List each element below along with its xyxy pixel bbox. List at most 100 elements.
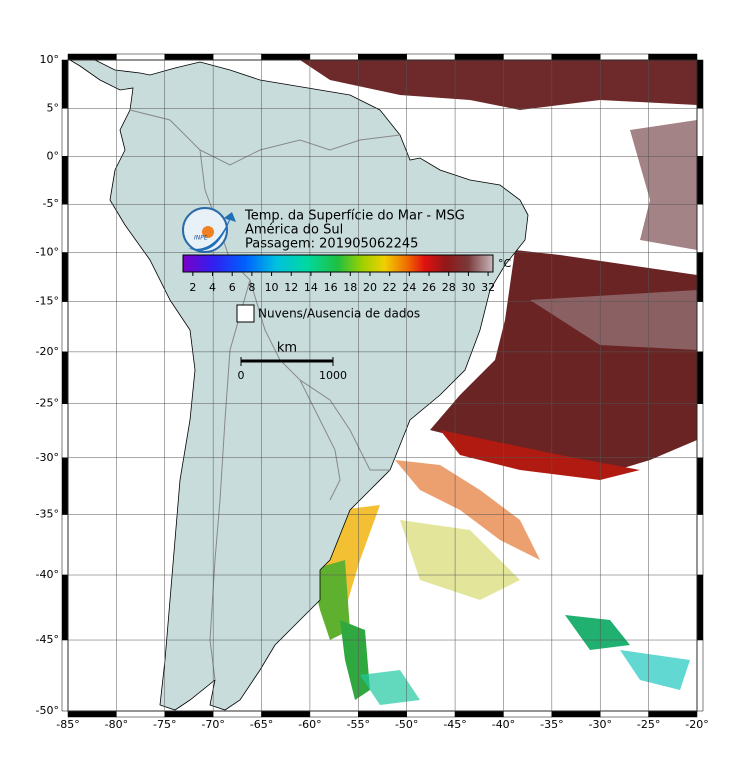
colorbar-tick-label: 12 [284, 281, 298, 294]
lon-tick-label: -20° [685, 718, 708, 731]
frame-bar [212, 710, 262, 718]
title-line: Passagem: 201905062245 [245, 237, 418, 252]
frame-bar [551, 53, 601, 61]
frame-bar [116, 53, 166, 61]
colorbar-unit: °C [498, 257, 512, 270]
logo-text: INPE [194, 235, 208, 242]
sst-patch [440, 430, 640, 480]
lon-tick-label: -85° [56, 718, 79, 731]
frame-bar [61, 403, 69, 459]
lat-tick-label: -50° [36, 704, 59, 717]
frame-bar [696, 301, 704, 353]
colorbar-tick-label: 14 [304, 281, 318, 294]
frame-bar [61, 59, 69, 109]
frame-bar [454, 53, 504, 61]
colorbar-tick-label: 32 [481, 281, 495, 294]
sst-patch [530, 290, 697, 350]
colorbar [182, 254, 494, 273]
scale-tick-label: 1000 [319, 369, 347, 382]
frame-bar [551, 710, 601, 718]
frame-bar [61, 252, 69, 302]
lon-tick-label: -60° [298, 718, 321, 731]
colorbar-tick-label: 8 [248, 281, 255, 294]
lat-tick-label: 10° [40, 53, 60, 66]
scale-tick-label: 0 [238, 369, 245, 382]
lat-tick-label: -45° [36, 633, 59, 646]
frame-bar [309, 53, 359, 61]
frame-bar [696, 403, 704, 459]
frame-bar [503, 53, 553, 61]
frame-bar [406, 53, 456, 61]
lat-tick-label: -5° [43, 197, 59, 210]
map-area [68, 60, 697, 711]
logo: INPE [182, 207, 236, 253]
frame-bar [61, 351, 69, 404]
frame-bar [696, 108, 704, 157]
colorbar-tick-label: 18 [343, 281, 357, 294]
frame-bar [61, 301, 69, 353]
colorbar-tick-label: 22 [383, 281, 397, 294]
colorbar-tick-label: 26 [422, 281, 436, 294]
lat-tick-label: -15° [36, 295, 59, 308]
frame-bar [696, 574, 704, 641]
frame-bar [212, 53, 262, 61]
frame-bar [648, 710, 698, 718]
frame-bar [67, 710, 117, 718]
lat-tick-label: -30° [36, 451, 59, 464]
lon-tick-label: -40° [492, 718, 515, 731]
title-line: Temp. da Superfície do Mar - MSG [244, 209, 465, 224]
frame-bar [61, 156, 69, 205]
colorbar-tick-label: 10 [265, 281, 279, 294]
colorbar-tick-label: 30 [461, 281, 475, 294]
lon-tick-label: -30° [588, 718, 611, 731]
graticule: -85° -80° -75° -70° -65° -60° -55° -50° -45° -40°… [36, 53, 709, 731]
lon-tick-label: -75° [153, 718, 176, 731]
frame-bar [648, 53, 698, 61]
lon-tick-label: -35° [540, 718, 563, 731]
frame [61, 53, 704, 718]
frame-bar [116, 710, 166, 718]
frame-bar [503, 710, 553, 718]
colorbar-tick-label: 2 [189, 281, 196, 294]
sst-patch [395, 460, 540, 560]
frame-bar [599, 710, 649, 718]
lat-tick-label: -10° [36, 246, 59, 259]
lon-tick-label: -55° [347, 718, 370, 731]
lon-tick-label: -50° [395, 718, 418, 731]
sst-patch [400, 520, 520, 600]
borders [129, 109, 401, 681]
frame-bar [67, 53, 117, 61]
lon-tick-label: -80° [105, 718, 128, 731]
lat-tick-label: 0° [47, 149, 60, 162]
legend-label: Nuvens/Ausencia de dados [258, 307, 420, 321]
lat-tick-label: -35° [36, 508, 59, 521]
scale-bar: 0 1000 [238, 357, 347, 382]
frame-bar [61, 639, 69, 712]
sst-patch [300, 60, 697, 110]
frame-bar [696, 457, 704, 515]
lat-tick-label: 5° [47, 101, 60, 114]
frame-bar [309, 710, 359, 718]
frame-bar [61, 457, 69, 515]
legend-swatch [236, 304, 255, 323]
frame-bar [454, 710, 504, 718]
frame-bar [61, 108, 69, 157]
sst-patch [565, 615, 630, 650]
frame-bar [358, 710, 407, 718]
lon-tick-label: -65° [250, 718, 273, 731]
sst-patch [360, 670, 420, 705]
frame-bar [696, 156, 704, 205]
lat-tick-label: -40° [36, 568, 59, 581]
frame-bar [358, 53, 407, 61]
colorbar-tick-label: 16 [324, 281, 338, 294]
title-line: América do Sul [245, 223, 343, 238]
scale-unit: km [277, 341, 297, 356]
colorbar-tick-label: 6 [229, 281, 236, 294]
frame-bar [696, 351, 704, 404]
colorbar-tick-label: 24 [402, 281, 416, 294]
colorbar-ticks: 2 4 6 8 10 12 14 16 18 20 22 24 26 28 30 32 [189, 272, 495, 294]
lon-tick-label: -25° [637, 718, 660, 731]
lat-tick-label: -20° [36, 345, 59, 358]
frame-bar [61, 514, 69, 576]
